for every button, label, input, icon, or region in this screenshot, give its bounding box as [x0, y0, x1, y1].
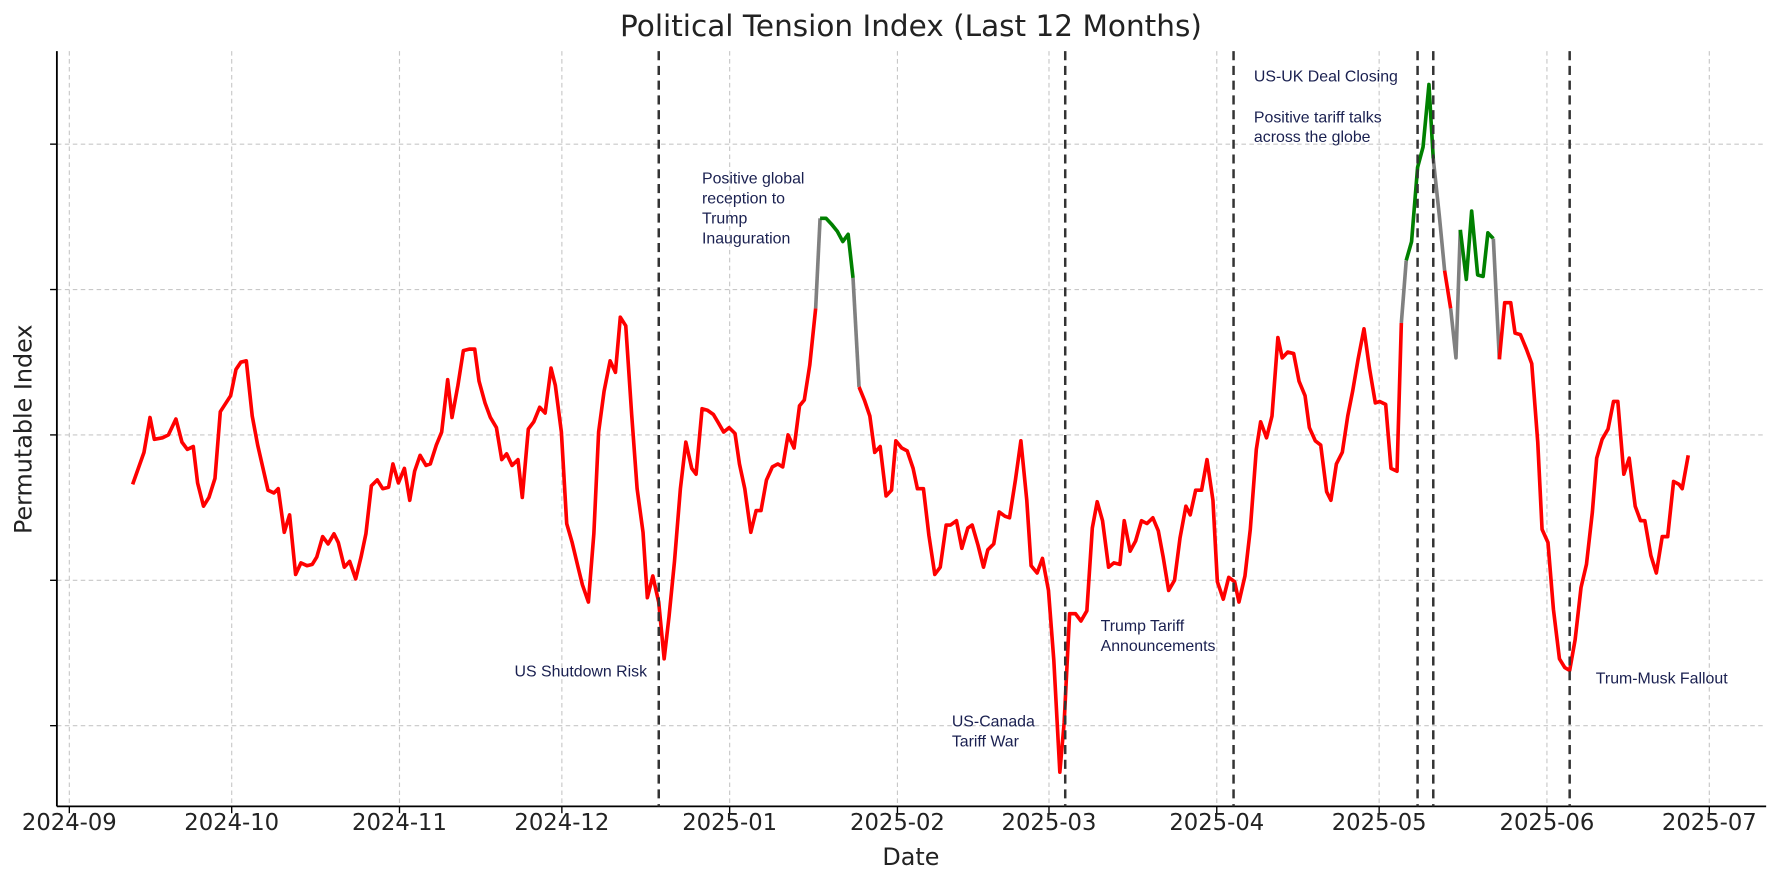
annotation: Positive tariff talks — [1254, 109, 1382, 126]
x-tick-label: 2025-06 — [1500, 810, 1595, 836]
chart-title: Political Tension Index (Last 12 Months) — [620, 9, 1202, 43]
line-segment — [813, 218, 822, 309]
line-segment — [1442, 270, 1453, 309]
x-tick-label: 2025-03 — [1002, 810, 1097, 836]
annotation: across the globe — [1254, 129, 1371, 146]
line-segment — [820, 216, 855, 279]
line-segment — [1458, 209, 1495, 282]
annotation: Announcements — [1101, 638, 1216, 655]
line-segment — [1491, 238, 1502, 360]
line-segment — [1404, 82, 1436, 261]
y-axis-label: Permutable Index — [10, 325, 38, 535]
line-segment — [1497, 300, 1691, 673]
annotation: US-Canada — [952, 714, 1035, 731]
annotation: Positive global — [702, 171, 804, 188]
x-tick-label: 2025-01 — [682, 810, 777, 836]
x-tick-label: 2025-02 — [850, 810, 945, 836]
annotation: Trum-Musk Fallout — [1596, 670, 1728, 687]
annotation: reception to — [702, 191, 785, 208]
x-tick-label: 2025-05 — [1332, 810, 1427, 836]
annotation: Inauguration — [702, 230, 790, 247]
x-tick-label: 2025-04 — [1169, 810, 1264, 836]
line-segment — [851, 277, 861, 388]
line-segment — [1399, 260, 1409, 324]
x-tick-label: 2024-11 — [352, 810, 447, 836]
x-tick-label: 2024-12 — [514, 810, 609, 836]
line-segment — [130, 308, 818, 661]
line-segment — [1431, 158, 1447, 271]
x-tick-label: 2025-07 — [1662, 810, 1757, 836]
x-tick-label: 2024-10 — [184, 810, 279, 836]
line-segment — [1448, 229, 1463, 360]
x-tick-label: 2024-09 — [22, 810, 117, 836]
annotation: US-UK Deal Closing — [1254, 68, 1398, 85]
annotation: US Shutdown Risk — [515, 664, 648, 681]
line-segment — [857, 322, 1404, 774]
annotation: Trump Tariff — [1101, 618, 1185, 635]
annotation: Tariff War — [952, 733, 1020, 750]
annotation: Trump — [702, 210, 747, 227]
x-axis-label: Date — [882, 843, 939, 871]
